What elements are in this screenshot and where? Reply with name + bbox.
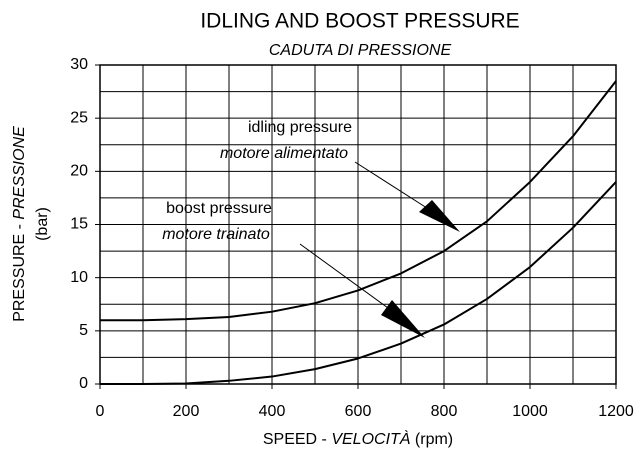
y-tick-label: 0 bbox=[79, 375, 88, 392]
y-tick-label: 5 bbox=[79, 322, 88, 339]
series-line bbox=[100, 181, 617, 385]
annotation-text: boost pressure bbox=[166, 200, 272, 217]
arrow-line bbox=[299, 243, 389, 309]
arrow-head bbox=[419, 200, 460, 232]
x-tick-label: 1000 bbox=[512, 403, 548, 420]
x-tick-label: 1200 bbox=[598, 403, 634, 420]
y-axis-label: PRESSURE - PRESSIONE bbox=[11, 126, 28, 322]
x-tick-label: 200 bbox=[173, 403, 200, 420]
chart-title: IDLING AND BOOST PRESSURE bbox=[200, 10, 519, 33]
series-line bbox=[100, 80, 617, 322]
y-label-italic: PRESSIONE bbox=[11, 126, 28, 220]
y-tick-label: 30 bbox=[70, 56, 88, 73]
y-axis-unit: (bar) bbox=[34, 207, 51, 241]
arrow-head bbox=[381, 300, 425, 338]
y-tick-label: 25 bbox=[70, 109, 88, 126]
x-tick-label: 800 bbox=[431, 403, 458, 420]
y-axis-label-group: PRESSURE - PRESSIONE (bar) bbox=[11, 126, 51, 322]
annotation-italic: motore alimentato bbox=[220, 145, 348, 162]
y-label-text: PRESSURE - bbox=[11, 224, 28, 322]
annotation-italic: motore trainato bbox=[162, 226, 270, 243]
x-tick-label: 400 bbox=[259, 403, 286, 420]
x-label-italic: VELOCITÀ bbox=[331, 429, 410, 448]
y-tick-label: 20 bbox=[70, 163, 88, 180]
arrow-line bbox=[354, 161, 431, 211]
x-label-text: SPEED - bbox=[263, 431, 327, 448]
x-tick-label: 0 bbox=[96, 403, 105, 420]
chart-subtitle: CADUTA DI PRESSIONE bbox=[269, 42, 452, 59]
y-tick-label: 10 bbox=[70, 269, 88, 286]
x-tick-label: 600 bbox=[345, 403, 372, 420]
x-label-unit: (rpm) bbox=[415, 431, 453, 448]
y-tick-label: 15 bbox=[70, 216, 88, 233]
annotation-text: idling pressure bbox=[248, 119, 352, 136]
x-axis-label: SPEED - VELOCITÀ (rpm) bbox=[263, 429, 453, 448]
